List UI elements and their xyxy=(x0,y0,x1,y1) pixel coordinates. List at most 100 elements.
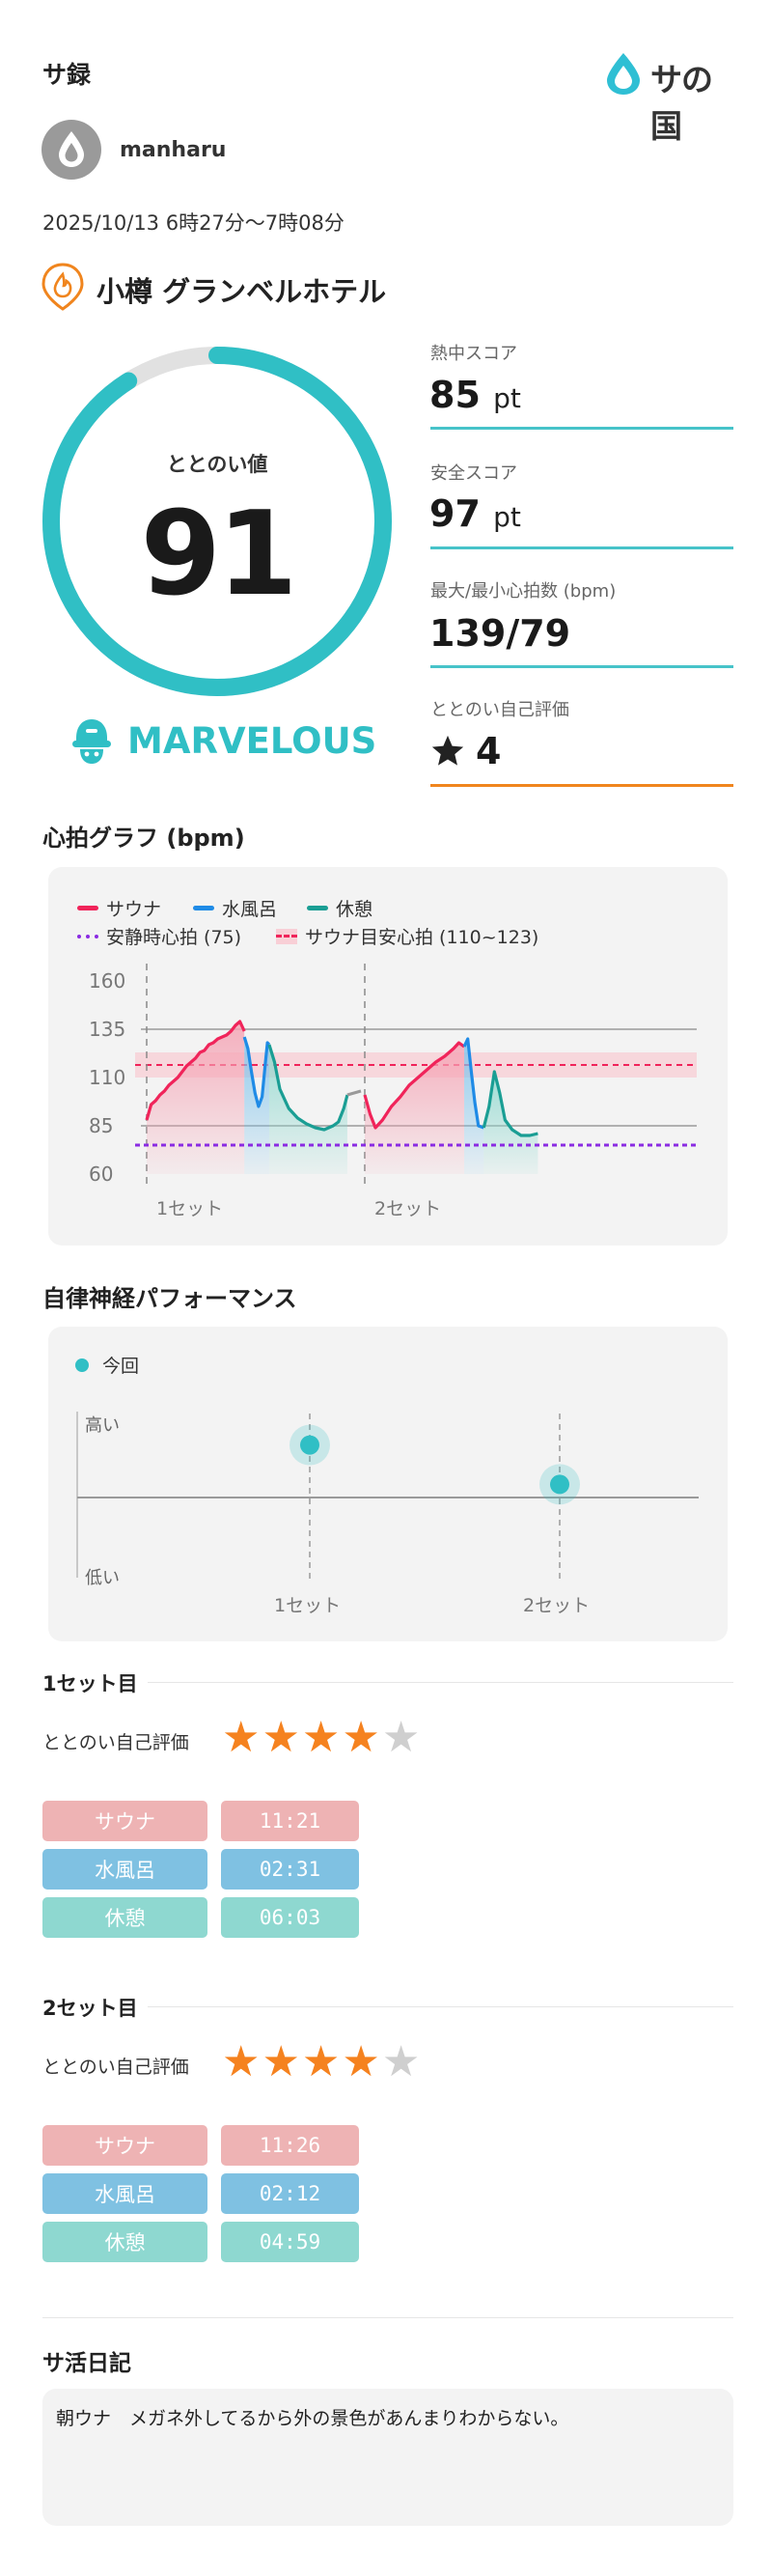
section-divider xyxy=(42,1682,733,1683)
stat-divider xyxy=(430,665,733,668)
stat-divider xyxy=(430,427,733,430)
stat-divider xyxy=(430,546,733,549)
rating-star[interactable]: ★ xyxy=(262,2037,302,2086)
hr-line-water xyxy=(242,1036,271,1108)
brand-name: サの国 xyxy=(650,61,713,145)
brand-logo[interactable]: サの国 xyxy=(602,48,733,145)
section-divider xyxy=(42,2006,733,2007)
set1-rest-time: 06:03 xyxy=(221,1897,359,1938)
rating-star[interactable]: ★ xyxy=(381,2037,423,2086)
rating-star[interactable]: ★ xyxy=(222,1713,262,1762)
y-tick-label: 135 xyxy=(89,1018,125,1041)
legend-rest: 休憩 xyxy=(307,895,372,921)
heart-chart-title: 心拍グラフ (bpm) xyxy=(42,825,245,852)
drop-avatar-icon xyxy=(59,131,84,167)
hr-line-water xyxy=(462,1037,484,1130)
set1-title: 1セット目 xyxy=(42,1668,148,1697)
app-title: サ録 xyxy=(42,61,92,89)
heat-score-unit: pt xyxy=(493,382,521,414)
y-tick-label: 110 xyxy=(89,1066,125,1089)
hr-line-rest xyxy=(267,1044,349,1132)
autonomic-high-label: 高い xyxy=(85,1415,120,1436)
rating-star[interactable]: ★ xyxy=(222,2037,262,2086)
heat-score-value: 85 pt xyxy=(429,374,521,416)
hr-area-rest xyxy=(483,1072,538,1174)
legend-resting-hr: 安静時心拍 (75) xyxy=(77,923,241,949)
legend-sauna-label: サウナ xyxy=(106,899,162,920)
autonomic-plot xyxy=(76,1412,699,1580)
heart-chart-card: サウナ 水風呂 休憩 安静時心拍 (75) サウナ目安心拍 (110~123) … xyxy=(48,867,728,1246)
avatar[interactable] xyxy=(41,120,101,180)
session-datetime: 2025/10/13 6時27分〜7時08分 xyxy=(42,211,345,235)
rating-star[interactable]: ★ xyxy=(381,1713,423,1762)
set2-title: 2セット目 xyxy=(42,1993,148,2022)
autonomic-set1-label: 1セット xyxy=(274,1595,342,1616)
heat-score-label: 熱中スコア xyxy=(430,344,517,364)
y-tick-label: 85 xyxy=(89,1114,113,1137)
y-tick-label: 160 xyxy=(89,969,125,993)
diary-box: 朝ウナ メガネ外してるから外の景色があんまりわからない。 xyxy=(42,2389,733,2526)
rating-star[interactable]: ★ xyxy=(301,1713,343,1762)
heat-score-number: 85 xyxy=(429,374,481,416)
legend-resting-hr-label: 安静時心拍 (75) xyxy=(106,927,242,948)
set-label: 2セット xyxy=(374,1198,441,1219)
rating-star[interactable]: ★ xyxy=(262,1713,302,1762)
y-tick-label: 60 xyxy=(89,1162,113,1186)
set2-eval-label: ととのい自己評価 xyxy=(42,2057,189,2078)
score-value: 91 xyxy=(140,488,298,622)
safety-score-label: 安全スコア xyxy=(430,463,517,484)
autonomic-point[interactable] xyxy=(550,1474,569,1495)
set2-rest-label: 休憩 xyxy=(42,2222,207,2262)
rank-label: MARVELOUS xyxy=(127,720,377,762)
self-eval-number: 4 xyxy=(476,730,502,772)
autonomic-title: 自律神経パフォーマンス xyxy=(42,1285,297,1312)
sauna-hat-icon xyxy=(72,719,111,764)
legend-rest-label: 休憩 xyxy=(336,899,373,920)
autonomic-low-label: 低い xyxy=(85,1568,120,1588)
facility-name[interactable]: 小樽 グランベルホテル xyxy=(96,275,387,308)
safety-score-value: 97 pt xyxy=(429,492,521,535)
set2-water-label: 水風呂 xyxy=(42,2173,207,2214)
set1-sauna-label: サウナ xyxy=(42,1801,207,1841)
stat-divider xyxy=(430,784,733,787)
water-drop-icon xyxy=(607,53,640,95)
section-divider xyxy=(42,2317,733,2318)
legend-target: サウナ目安心拍 (110~123) xyxy=(276,923,538,949)
legend-water: 水風呂 xyxy=(193,895,277,921)
safety-score-unit: pt xyxy=(493,501,521,533)
hr-line-sauna xyxy=(363,1041,465,1130)
legend-sauna: サウナ xyxy=(77,895,161,921)
autonomic-legend: 今回 xyxy=(75,1352,139,1378)
rating-star[interactable]: ★ xyxy=(342,2037,382,2086)
autonomic-legend-label: 今回 xyxy=(102,1356,140,1377)
legend-target-label: サウナ目安心拍 (110~123) xyxy=(305,927,539,948)
hr-area-sauna xyxy=(365,1043,465,1174)
rating-star[interactable]: ★ xyxy=(342,1713,382,1762)
autonomic-point[interactable] xyxy=(300,1435,319,1455)
set1-water-label: 水風呂 xyxy=(42,1849,207,1890)
heart-rate-plot: 160 135 110 85 60 1セット 2セット xyxy=(89,964,697,1219)
set2-rating[interactable]: ★★★★★ xyxy=(222,2041,422,2084)
set2-sauna-label: サウナ xyxy=(42,2125,207,2166)
heart-rate-value: 139/79 xyxy=(429,612,571,655)
set1-eval-label: ととのい自己評価 xyxy=(42,1732,189,1753)
rating-star[interactable]: ★ xyxy=(301,2037,343,2086)
set1-rating[interactable]: ★★★★★ xyxy=(222,1717,422,1759)
safety-score-number: 97 xyxy=(429,492,481,535)
set1-water-time: 02:31 xyxy=(221,1849,359,1890)
set2-water-time: 02:12 xyxy=(221,2173,359,2214)
hr-line-transition xyxy=(346,1089,362,1097)
autonomic-card: 今回 高い 低い 1セット 2セット xyxy=(48,1327,728,1641)
diary-text: 朝ウナ メガネ外してるから外の景色があんまりわからない。 xyxy=(56,2408,569,2429)
hr-line-sauna xyxy=(145,1020,246,1121)
self-eval-label: ととのい自己評価 xyxy=(430,700,569,720)
autonomic-set2-label: 2セット xyxy=(523,1595,591,1616)
hr-area-sauna xyxy=(147,1022,245,1174)
set2-rest-time: 04:59 xyxy=(221,2222,359,2262)
legend-water-label: 水風呂 xyxy=(222,899,278,920)
self-eval-value: 4 xyxy=(429,730,501,772)
set2-sauna-time: 11:26 xyxy=(221,2125,359,2166)
star-icon xyxy=(431,735,464,766)
username[interactable]: manharu xyxy=(120,138,227,162)
facility-pin-icon xyxy=(41,263,84,311)
